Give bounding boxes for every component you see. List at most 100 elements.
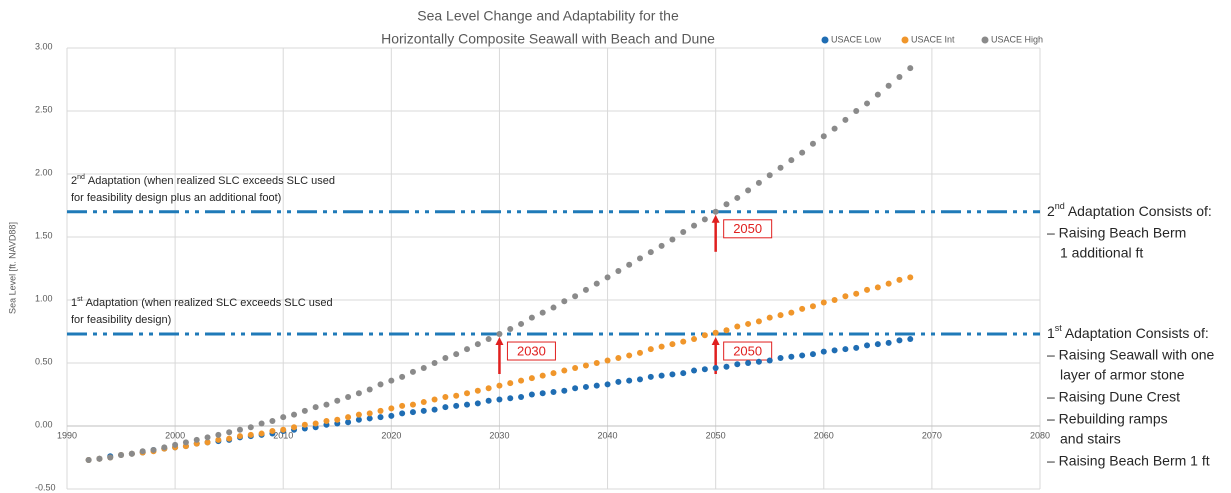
data-point — [355, 416, 362, 423]
side-item: – Rebuilding ramps — [1047, 411, 1168, 427]
data-point — [831, 297, 838, 303]
annotation-sup: nd — [77, 174, 85, 181]
data-point — [528, 391, 535, 398]
data-point — [561, 387, 568, 394]
data-point — [777, 164, 784, 171]
data-point — [431, 396, 438, 403]
legend-marker — [981, 36, 989, 44]
data-point — [377, 407, 384, 414]
data-point — [507, 380, 514, 387]
x-tick-label: 2030 — [489, 430, 509, 440]
x-tick-label: 2050 — [706, 430, 726, 440]
data-point — [766, 357, 773, 364]
data-point — [831, 347, 838, 354]
data-point — [701, 366, 708, 373]
marker-arrowhead — [711, 337, 720, 346]
data-point — [582, 362, 589, 369]
side-text: Adaptation Consists of: — [1068, 203, 1212, 219]
data-point — [345, 394, 352, 401]
data-point — [474, 400, 481, 407]
data-point — [161, 444, 168, 451]
data-point — [745, 360, 752, 366]
marker-box — [506, 341, 556, 361]
data-point — [118, 451, 125, 458]
annotation-text: for feasibility design plus an additiona… — [71, 192, 281, 204]
data-point — [755, 179, 762, 186]
data-point — [755, 358, 762, 365]
data-point — [907, 65, 914, 72]
data-point — [496, 331, 503, 338]
data-point — [409, 368, 416, 375]
data-point — [355, 411, 362, 418]
data-point — [334, 416, 341, 423]
marker-label: 2030 — [517, 343, 546, 358]
data-point — [572, 385, 579, 392]
legend-marker — [901, 36, 909, 44]
annotation-sup: st — [77, 296, 83, 303]
data-point — [528, 375, 535, 382]
data-point — [464, 401, 471, 408]
side-heading: 1st Adaptation Consists of: — [1047, 323, 1209, 340]
data-point — [388, 405, 395, 412]
data-point — [712, 329, 719, 336]
data-point — [226, 435, 233, 442]
marker-arrowhead — [711, 214, 720, 223]
data-point — [291, 424, 298, 431]
data-point — [215, 436, 222, 443]
data-point — [518, 394, 525, 401]
data-point — [658, 372, 665, 379]
data-point — [496, 396, 503, 403]
annotation: for feasibility design) — [71, 314, 171, 326]
data-point — [615, 378, 622, 385]
data-point — [788, 157, 795, 164]
data-point — [485, 385, 492, 392]
data-point — [701, 216, 708, 223]
data-point — [691, 336, 698, 343]
data-point — [366, 386, 373, 393]
data-point — [885, 339, 892, 346]
data-point — [636, 349, 643, 356]
data-point — [236, 433, 243, 440]
side-text: Adaptation Consists of: — [1065, 325, 1209, 341]
data-point — [572, 293, 579, 300]
data-point — [464, 390, 471, 397]
data-point — [777, 354, 784, 361]
data-point — [745, 187, 752, 194]
data-point — [85, 457, 92, 464]
side-item: – Raising Seawall with one — [1047, 347, 1215, 363]
data-point — [453, 392, 460, 399]
data-point — [334, 397, 341, 404]
data-point — [691, 367, 698, 374]
data-point — [820, 348, 827, 355]
y-tick-label: -0.50 — [35, 482, 56, 492]
x-tick-label: 2010 — [273, 430, 293, 440]
data-point — [453, 402, 460, 409]
data-point — [150, 446, 157, 453]
data-point — [420, 399, 427, 406]
data-point — [291, 411, 298, 418]
y-tick-label: 0.50 — [35, 356, 53, 366]
data-point — [431, 360, 438, 366]
y-tick-label: 3.00 — [35, 41, 53, 51]
data-point — [377, 414, 384, 421]
data-point — [539, 309, 546, 316]
data-point — [247, 431, 254, 438]
x-tick-label: 2020 — [381, 430, 401, 440]
data-point — [442, 404, 449, 411]
data-point — [636, 376, 643, 383]
data-point — [669, 341, 676, 348]
data-point — [896, 337, 903, 344]
side-heading: 2nd Adaptation Consists of: — [1047, 201, 1212, 218]
data-point — [615, 354, 622, 361]
x-tick-label: 2070 — [922, 430, 942, 440]
data-point — [864, 286, 871, 293]
data-point — [788, 309, 795, 316]
data-point — [442, 394, 449, 401]
data-point — [366, 410, 373, 417]
data-point — [593, 280, 600, 287]
data-point — [399, 402, 406, 409]
data-point — [593, 382, 600, 389]
data-point — [582, 383, 589, 390]
data-point — [799, 352, 806, 359]
